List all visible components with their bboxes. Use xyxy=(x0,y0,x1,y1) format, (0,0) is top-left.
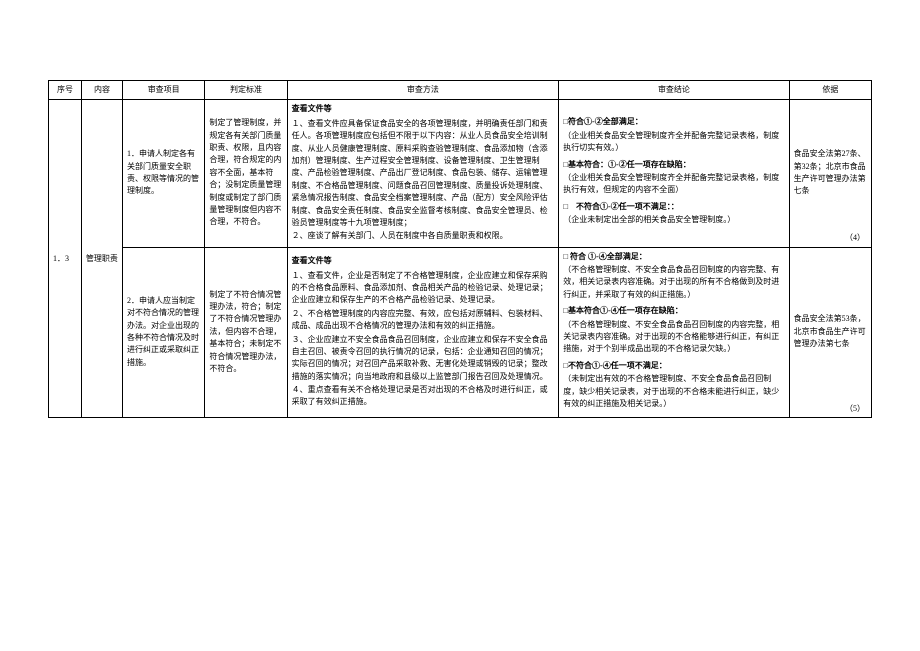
method1-title: 查看文件等 xyxy=(292,103,555,115)
conc2-c-body: （未制定出有效的不合格管理制度、不安全食品食品召回制度，缺少相关记录表，对于出现… xyxy=(563,373,784,410)
basis1-text: 食品安全法第27条、第32条；北京市食品生产许可管理办法第七条 xyxy=(794,148,867,198)
method2-title: 查看文件等 xyxy=(292,255,555,267)
method2-line3: ３、企业应建立不安全食品食品召回制度，企业应建立和保存不安全食品自主召回、被责令… xyxy=(292,334,555,384)
cell-item-2: 2．申请人应当制定对不符合情况的管理办法。对企业出现的各种不符合情况及时进行纠正… xyxy=(123,247,205,418)
std2-text: 制定了不符合情况管理办法，符合；制定了不符合情况管理办法，但内容不合理，基本符合… xyxy=(209,289,282,376)
conc2-c-head: □不符合①-④任一项不满足： xyxy=(563,360,784,372)
method2-line1: １、查看文件，企业是否制定了不合格管理制度，企业应建立和保存采购的不合格食品原料… xyxy=(292,270,555,307)
conc2-a-body: （不合格管理制度、不安全食品食品召回制度的内容完整、有效，相关记录表内容准确。对… xyxy=(563,264,784,301)
header-biaozhun: 判定标准 xyxy=(205,81,287,100)
conc2-b-body: （不合格管理制度、不安全食品食品召回制度的内容完整，相关记录表内容准确。对于出现… xyxy=(563,319,784,356)
conc2-b-head: □基本符合①-④任一项存在缺陷： xyxy=(563,305,784,317)
std1-text: 制定了管理制度，并规定各有关部门质量职责、权限，且内容合理，符合规定的内容不全面… xyxy=(209,117,282,229)
conc2-a-head: □ 符合 ①-④全部满足： xyxy=(563,251,784,263)
conc1-a-body: （企业相关食品安全管理制度齐全并配备完整记录表格，制度执行切实有效。） xyxy=(563,130,784,155)
method1-line2: ２、座谈了解有关部门、人员在制度中各自质量职责和权限。 xyxy=(292,230,555,242)
table-header-row: 序号 内容 审查项目 判定标准 审查方法 审查结论 依据 xyxy=(49,81,872,100)
table-row: 1．3 管理职责 1．申请人制定各有关部门质量安全职责、权限等情况的管理制度。 … xyxy=(49,100,872,247)
table-row: 2．申请人应当制定对不符合情况的管理办法。对企业出现的各种不符合情况及时进行纠正… xyxy=(49,247,872,418)
item1-text: 1．申请人制定各有关部门质量安全职责、权限等情况的管理制度。 xyxy=(127,148,200,198)
cell-basis-2: 食品安全法第53条，北京市食品生产许可管理办法第七条 （5） xyxy=(789,247,871,418)
header-neirong: 内容 xyxy=(81,81,122,100)
method2-line4: ４、重点查看有关不合格处理记录是否对出现的不合格及时进行纠正，或采取了有效纠正措… xyxy=(292,384,555,409)
conc1-c-body: （企业未制定出全部的相关食品安全管理制度。） xyxy=(563,214,784,226)
cell-method-2: 查看文件等 １、查看文件，企业是否制定了不合格管理制度，企业应建立和保存采购的不… xyxy=(287,247,559,418)
cell-item-1: 1．申请人制定各有关部门质量安全职责、权限等情况的管理制度。 xyxy=(123,100,205,247)
item2-text: 2．申请人应当制定对不符合情况的管理办法。对企业出现的各种不符合情况及时进行纠正… xyxy=(127,295,200,369)
footnote-4: （4） xyxy=(845,232,865,244)
header-jielun: 审查结论 xyxy=(559,81,789,100)
method2-line2: ２、不合格管理制度的内容应完整、有效，应包括对原辅料、包装材料、成品、成品出现不… xyxy=(292,308,555,333)
footnote-5: （5） xyxy=(845,403,865,415)
audit-table: 序号 内容 审查项目 判定标准 审查方法 审查结论 依据 1．3 管理职责 1．… xyxy=(48,80,872,418)
header-yiju: 依据 xyxy=(789,81,871,100)
header-xiangmu: 审查项目 xyxy=(123,81,205,100)
cell-seq: 1．3 xyxy=(49,100,82,418)
cell-conclusion-2: □ 符合 ①-④全部满足： （不合格管理制度、不安全食品食品召回制度的内容完整、… xyxy=(559,247,789,418)
conc1-a-head: □符合①-②全部满足： xyxy=(563,116,784,128)
cell-standard-1: 制定了管理制度，并规定各有关部门质量职责、权限，且内容合理，符合规定的内容不全面… xyxy=(205,100,287,247)
cell-conclusion-1: □符合①-②全部满足： （企业相关食品安全管理制度齐全并配备完整记录表格，制度执… xyxy=(559,100,789,247)
cell-basis-1: 食品安全法第27条、第32条；北京市食品生产许可管理办法第七条 （4） xyxy=(789,100,871,247)
conc1-b-head: □基本符合：①-②任一项存在缺陷： xyxy=(563,159,784,171)
header-xuhao: 序号 xyxy=(49,81,82,100)
conc1-b-body: （企业相关食品安全管理制度齐全并配备完整记录表格，制度执行有效，但规定的内容不全… xyxy=(563,172,784,197)
conc1-c-head: □ 不符合①-②任一项不满足：： xyxy=(563,201,784,213)
basis2-text: 食品安全法第53条，北京市食品生产许可管理办法第七条 xyxy=(794,313,867,350)
cell-content: 管理职责 xyxy=(81,100,122,418)
cell-method-1: 查看文件等 １、查看文件应具备保证食品安全的各项管理制度，并明确责任部门和责任人… xyxy=(287,100,559,247)
header-fangfa: 审查方法 xyxy=(287,81,559,100)
method1-line1: １、查看文件应具备保证食品安全的各项管理制度，并明确责任部门和责任人。各项管理制… xyxy=(292,118,555,230)
cell-standard-2: 制定了不符合情况管理办法，符合；制定了不符合情况管理办法，但内容不合理，基本符合… xyxy=(205,247,287,418)
